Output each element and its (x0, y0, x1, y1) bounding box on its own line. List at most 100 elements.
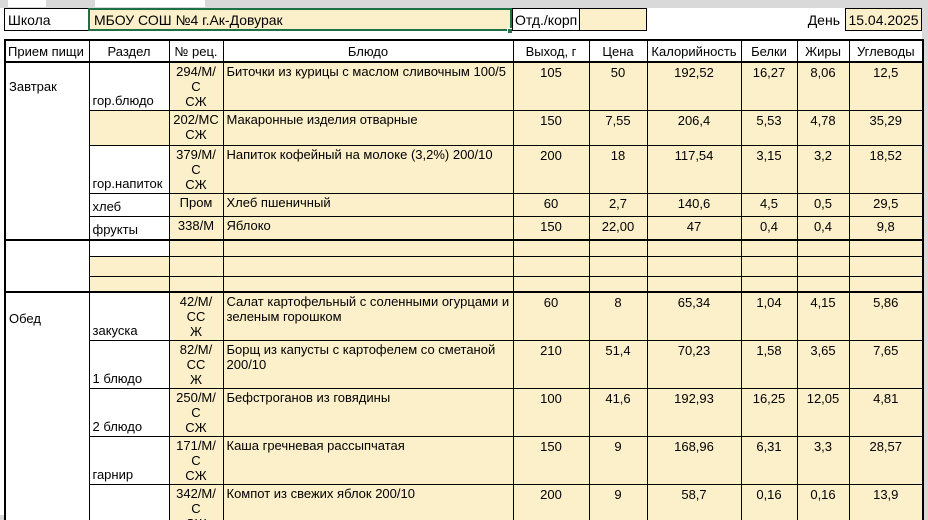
school-name-cell-selected[interactable]: МБОУ СОШ №4 г.Ак-Довурак (88, 8, 512, 31)
cell-recipe-no[interactable]: 202/МС СЖ (168, 110, 224, 146)
cell-carbs[interactable]: 4,81 (848, 387, 924, 437)
cell-razdel[interactable]: гор.блюдо (88, 61, 170, 111)
cell-calories[interactable]: 117,54 (646, 145, 742, 194)
cell-razdel[interactable]: закуска (88, 290, 170, 341)
cell-fat[interactable]: 12,05 (796, 387, 850, 437)
cell-output-g[interactable]: 150 (512, 110, 590, 146)
cell-protein[interactable]: 1,04 (740, 290, 798, 341)
cell-carbs[interactable]: 35,29 (848, 110, 924, 146)
cell-protein[interactable] (740, 276, 798, 292)
cell-meal-section[interactable]: Обед (4, 290, 90, 520)
day-label-cell[interactable]: День (807, 11, 840, 28)
cell-recipe-no[interactable]: Пром (168, 193, 224, 217)
cell-recipe-no[interactable] (168, 276, 224, 292)
cell-output-g[interactable] (512, 256, 590, 277)
cell-razdel[interactable]: 1 блюдо (88, 339, 170, 389)
cell-recipe-no[interactable] (168, 256, 224, 277)
cell-dish[interactable]: Макаронные изделия отварные (222, 110, 514, 146)
cell-recipe-no[interactable] (168, 238, 224, 257)
cell-calories[interactable]: 58,7 (646, 483, 742, 520)
cell-protein[interactable]: 16,25 (740, 387, 798, 437)
cell-protein[interactable]: 6,31 (740, 435, 798, 485)
cell-price[interactable]: 51,4 (588, 339, 648, 389)
cell-fat[interactable]: 3,3 (796, 435, 850, 485)
cell-carbs[interactable]: 12,5 (848, 61, 924, 111)
cell-carbs[interactable]: 5,86 (848, 290, 924, 341)
cell-recipe-no[interactable]: 42/М/СС Ж (168, 290, 224, 341)
cell-fat[interactable] (796, 276, 850, 292)
cell-dish[interactable]: Хлеб пшеничный (222, 193, 514, 217)
cell-carbs[interactable]: 29,5 (848, 193, 924, 217)
cell-dish[interactable]: Биточки из курицы с маслом сливочным 100… (222, 61, 514, 111)
cell-protein[interactable]: 0,4 (740, 216, 798, 240)
header-calories[interactable]: Калорийность (646, 39, 742, 63)
cell-calories[interactable]: 70,23 (646, 339, 742, 389)
header-section[interactable]: Раздел (88, 39, 170, 63)
cell-dish[interactable]: Компот из свежих яблок 200/10 (222, 483, 514, 520)
cell-carbs[interactable] (848, 256, 924, 277)
cell-price[interactable]: 18 (588, 145, 648, 194)
cell-meal-section[interactable] (4, 238, 90, 292)
cell-dish[interactable]: Салат картофельный с соленными огурцами … (222, 290, 514, 341)
cell-fat[interactable] (796, 256, 850, 277)
cell-output-g[interactable]: 60 (512, 193, 590, 217)
cell-carbs[interactable]: 28,57 (848, 435, 924, 485)
cell-recipe-no[interactable]: 379/М/С СЖ (168, 145, 224, 194)
cell-output-g[interactable]: 210 (512, 339, 590, 389)
cell-dish[interactable] (222, 256, 514, 277)
header-dish[interactable]: Блюдо (222, 39, 514, 63)
cell-calories[interactable]: 140,6 (646, 193, 742, 217)
cell-output-g[interactable]: 60 (512, 290, 590, 341)
cell-razdel[interactable]: напиток (88, 483, 170, 520)
cell-price[interactable]: 7,55 (588, 110, 648, 146)
cell-razdel[interactable]: фрукты (88, 216, 170, 240)
cell-fat[interactable]: 3,65 (796, 339, 850, 389)
cell-calories[interactable]: 206,4 (646, 110, 742, 146)
header-carbs[interactable]: Углеводы (848, 39, 924, 63)
cell-calories[interactable]: 192,93 (646, 387, 742, 437)
cell-calories[interactable] (646, 276, 742, 292)
cell-output-g[interactable]: 200 (512, 145, 590, 194)
cell-recipe-no[interactable]: 250/М/С СЖ (168, 387, 224, 437)
cell-dish[interactable] (222, 276, 514, 292)
cell-razdel[interactable] (88, 276, 170, 292)
cell-carbs[interactable] (848, 238, 924, 257)
cell-razdel[interactable] (88, 110, 170, 146)
cell-price[interactable]: 41,6 (588, 387, 648, 437)
cell-recipe-no[interactable]: 82/М/СС Ж (168, 339, 224, 389)
cell-output-g[interactable]: 105 (512, 61, 590, 111)
cell-carbs[interactable]: 13,9 (848, 483, 924, 520)
cell-calories[interactable]: 65,34 (646, 290, 742, 341)
cell-protein[interactable]: 16,27 (740, 61, 798, 111)
cell-recipe-no[interactable]: 171/М/С СЖ (168, 435, 224, 485)
cell-razdel[interactable]: гарнир (88, 435, 170, 485)
cell-protein[interactable] (740, 238, 798, 257)
cell-price[interactable]: 9 (588, 483, 648, 520)
department-value-cell[interactable] (579, 8, 647, 31)
header-price[interactable]: Цена (588, 39, 648, 63)
date-cell[interactable]: 15.04.2025 (845, 8, 922, 31)
cell-fat[interactable] (796, 238, 850, 257)
cell-razdel[interactable]: гор.напиток (88, 145, 170, 194)
cell-razdel[interactable] (88, 256, 170, 277)
cell-calories[interactable] (646, 238, 742, 257)
header-protein[interactable]: Белки (740, 39, 798, 63)
cell-recipe-no[interactable]: 338/М (168, 216, 224, 240)
cell-price[interactable]: 22,00 (588, 216, 648, 240)
cell-fat[interactable]: 4,15 (796, 290, 850, 341)
cell-price[interactable] (588, 256, 648, 277)
cell-fat[interactable]: 3,2 (796, 145, 850, 194)
department-label-cell[interactable]: Отд./корп (512, 8, 580, 31)
header-recipe-no[interactable]: № рец. (168, 39, 224, 63)
cell-meal-section[interactable]: Завтрак (4, 61, 90, 240)
cell-calories[interactable]: 192,52 (646, 61, 742, 111)
header-meal[interactable]: Прием пищи (4, 39, 90, 63)
cell-dish[interactable]: Каша гречневая рассыпчатая (222, 435, 514, 485)
cell-price[interactable]: 8 (588, 290, 648, 341)
cell-recipe-no[interactable]: 294/М/С СЖ (168, 61, 224, 111)
cell-fat[interactable]: 0,4 (796, 216, 850, 240)
cell-dish[interactable]: Напиток кофейный на молоке (3,2%) 200/10 (222, 145, 514, 194)
cell-protein[interactable]: 1,58 (740, 339, 798, 389)
cell-calories[interactable]: 168,96 (646, 435, 742, 485)
cell-price[interactable] (588, 276, 648, 292)
